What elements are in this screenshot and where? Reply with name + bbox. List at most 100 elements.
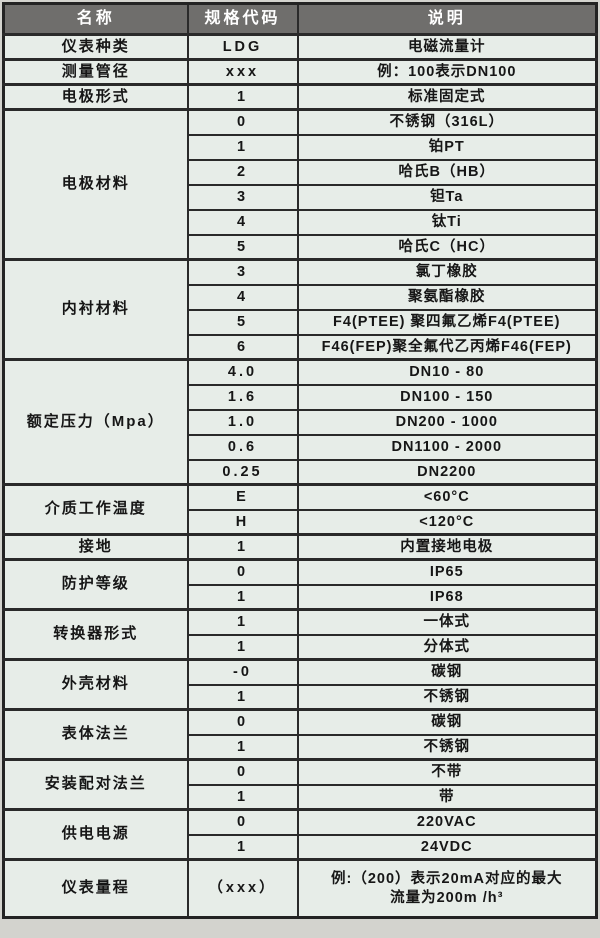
group-name-cell: 内衬材料: [2, 258, 189, 361]
description-line: 流量为200m /h³: [390, 889, 504, 906]
description-line: IP65: [429, 564, 464, 581]
description-cell: IP68: [296, 583, 598, 611]
table-row: 5 F4(PTEE) 聚四氟乙烯F4(PTEE): [4, 308, 598, 336]
description-line: F46(FEP)聚全氟代乙丙烯F46(FEP): [321, 338, 572, 355]
group-name-cell: 测量管径: [2, 58, 189, 86]
description-cell: 24VDC: [296, 833, 598, 861]
description-cell: DN10 - 80: [296, 358, 598, 386]
group-name-cell: 仪表种类: [2, 33, 189, 61]
description-line: 钽Ta: [430, 188, 464, 205]
description-line: 24VDC: [420, 838, 473, 855]
description-line: 不锈钢（316L）: [389, 114, 505, 131]
description-cell: 电磁流量计: [296, 33, 598, 61]
spec-code-cell: 0: [186, 108, 299, 136]
group-name-cell: 额定压力（Mpa）: [2, 358, 189, 486]
table-row: 1 24VDC: [4, 833, 598, 861]
description-line: 电磁流量计: [408, 38, 486, 55]
table-row: 电极材料 0 不锈钢（316L）: [2, 108, 598, 261]
description-cell: 不锈钢（316L）: [296, 108, 598, 136]
description-line: 例：100表示DN100: [377, 63, 517, 80]
description-cell: 例:（200）表示20mA对应的最大 流量为200m /h³: [296, 858, 598, 919]
spec-code-cell: 0: [186, 708, 299, 736]
description-line: 氯丁橡胶: [415, 264, 478, 281]
table-row: 1.0 DN200 - 1000: [4, 408, 598, 436]
flowmeter-spec-table: 名称 规格代码 说明 仪表种类 LDG 电磁流量计 测量管径 xxx 例：100表示DN1…: [2, 2, 598, 919]
description-line: 分体式: [423, 638, 470, 655]
table-row: 1 不锈钢: [4, 733, 598, 761]
spec-code-cell: 0: [186, 808, 299, 836]
description-line: 不锈钢: [423, 688, 470, 705]
description-cell: F4(PTEE) 聚四氟乙烯F4(PTEE): [296, 308, 598, 336]
description-cell: 不带: [296, 758, 598, 786]
description-cell: 220VAC: [296, 808, 598, 836]
table-row: 0.25 DN2200: [4, 458, 598, 486]
table-row: 3 钽Ta: [4, 183, 598, 211]
header-cell-code: 规格代码: [186, 2, 299, 36]
spec-code-cell: E: [186, 483, 299, 511]
spec-code-cell: 5: [186, 308, 299, 336]
description-line: 钛Ti: [431, 213, 462, 230]
description-line: 带: [439, 788, 455, 805]
description-cell: 标准固定式: [296, 83, 598, 111]
group-name-cell: 介质工作温度: [2, 483, 189, 536]
spec-code-cell: 0: [186, 558, 299, 586]
description-line: 哈氏C（HC）: [398, 238, 495, 255]
description-cell: 碳钢: [296, 658, 598, 686]
table-row: 防护等级 0 IP65: [2, 558, 598, 611]
spec-code-cell: 3: [186, 183, 299, 211]
table-row: 1 IP68: [4, 583, 598, 611]
spec-code-cell: 1: [186, 583, 299, 611]
table-row: 仪表种类 LDG 电磁流量计: [2, 33, 598, 61]
description-cell: 铂PT: [296, 133, 598, 161]
table-row: 1 不锈钢: [4, 683, 598, 711]
description-cell: 聚氨酯橡胶: [296, 283, 598, 311]
description-line: 内置接地电极: [400, 538, 494, 555]
spec-code-cell: （xxx）: [186, 858, 299, 919]
spec-code-cell: 1: [186, 533, 299, 561]
spec-code-cell: 0: [186, 758, 299, 786]
table-row: 转换器形式 1 一体式: [2, 608, 598, 661]
header-cell-name: 名称: [2, 2, 189, 36]
description-line: 一体式: [423, 614, 470, 631]
group-name-cell: 安装配对法兰: [2, 758, 189, 811]
table-row: 仪表量程 （xxx） 例:（200）表示20mA对应的最大 流量为200m /h³: [2, 858, 598, 919]
description-line: 例:（200）表示20mA对应的最大: [330, 871, 563, 888]
table-row: 0.6 DN1100 - 2000: [4, 433, 598, 461]
spec-code-cell: 1.6: [186, 383, 299, 411]
description-line: 铂PT: [428, 138, 465, 155]
table-row: 接地 1 内置接地电极: [2, 533, 598, 561]
description-line: DN10 - 80: [409, 364, 485, 381]
table-row: 2 哈氏B（HB）: [4, 158, 598, 186]
description-cell: F46(FEP)聚全氟代乙丙烯F46(FEP): [296, 333, 598, 361]
description-cell: DN200 - 1000: [296, 408, 598, 436]
table-row: 供电电源 0 220VAC: [2, 808, 598, 861]
description-cell: 分体式: [296, 633, 598, 661]
table-row: 4 钛Ti: [4, 208, 598, 236]
description-cell: <120°C: [296, 508, 598, 536]
description-cell: DN1100 - 2000: [296, 433, 598, 461]
description-line: 碳钢: [431, 664, 463, 681]
table-row: 额定压力（Mpa） 4.0 DN10 - 80: [2, 358, 598, 486]
description-cell: DN2200: [296, 458, 598, 486]
table-row: 1.6 DN100 - 150: [4, 383, 598, 411]
description-line: 不带: [431, 764, 463, 781]
description-cell: 不锈钢: [296, 733, 598, 761]
spec-code-cell: 5: [186, 233, 299, 261]
spec-code-cell: 1: [186, 683, 299, 711]
spec-code-cell: 4.0: [186, 358, 299, 386]
spec-code-cell: 1: [186, 633, 299, 661]
table-row: 5 哈氏C（HC）: [4, 233, 598, 261]
description-line: DN200 - 1000: [395, 413, 498, 430]
spec-table-container: 名称 规格代码 说明 仪表种类 LDG 电磁流量计 测量管径 xxx 例：100表示DN1…: [2, 2, 598, 919]
spec-code-cell: 4: [186, 283, 299, 311]
description-cell: 哈氏C（HC）: [296, 233, 598, 261]
group-name-cell: 防护等级: [2, 558, 189, 611]
table-row: 1 铂PT: [4, 133, 598, 161]
group-name-cell: 仪表量程: [2, 858, 189, 919]
description-cell: 一体式: [296, 608, 598, 636]
description-line: <120°C: [419, 513, 475, 530]
description-line: 不锈钢: [423, 738, 470, 755]
table-row: 安装配对法兰 0 不带: [2, 758, 598, 811]
description-cell: 内置接地电极: [296, 533, 598, 561]
